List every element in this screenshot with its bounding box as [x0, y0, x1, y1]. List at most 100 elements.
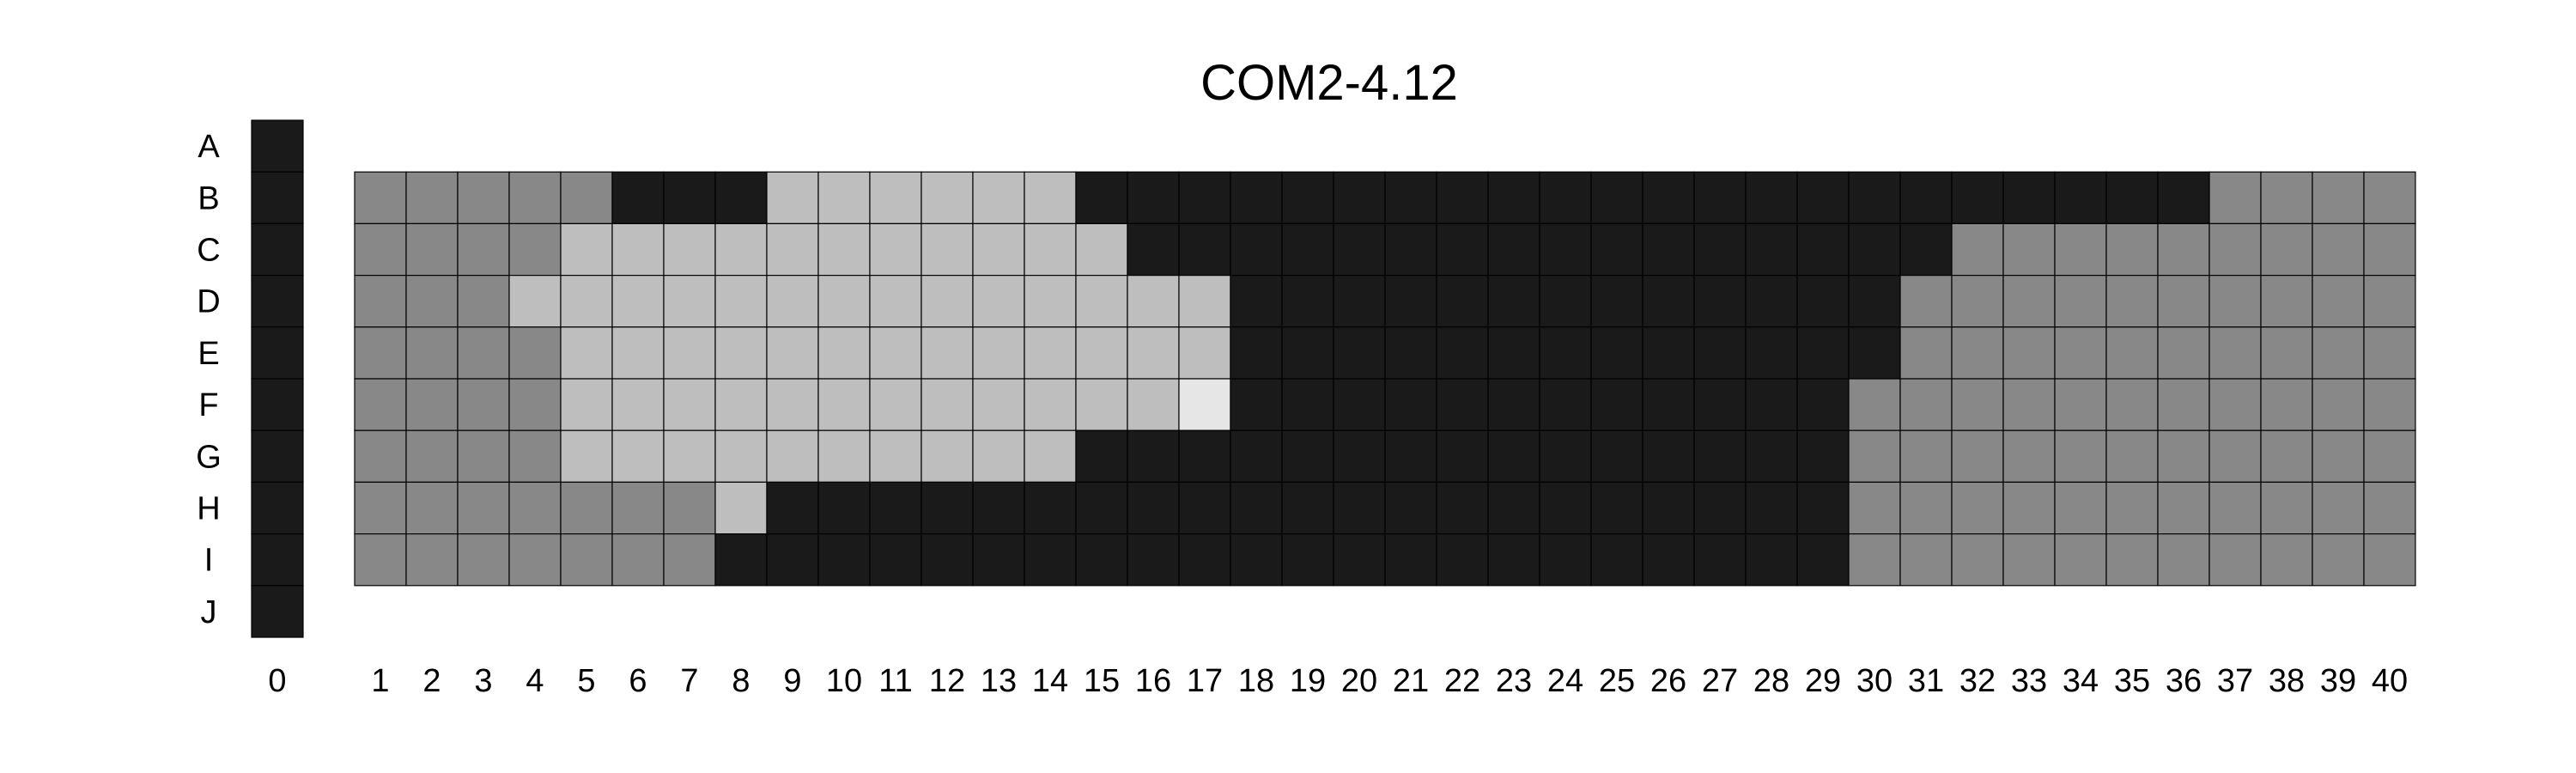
cell-c-15 — [1075, 222, 1128, 277]
cell-c-5 — [560, 222, 613, 277]
cell-i-40 — [2363, 533, 2416, 587]
cell-f-9 — [766, 378, 819, 431]
cell-h-36 — [2157, 481, 2210, 535]
cell-d-19 — [1281, 275, 1334, 328]
cell-b-15 — [1075, 171, 1128, 224]
cell-f-17 — [1178, 378, 1231, 431]
cell-d-32 — [1951, 275, 2004, 328]
cell-h-38 — [2260, 481, 2313, 535]
cell-d-17 — [1178, 275, 1231, 328]
chart-title: COM2-4.12 — [1200, 55, 1458, 111]
cell-g-35 — [2105, 429, 2159, 484]
cell-e-33 — [2002, 326, 2056, 380]
cell-b-18 — [1230, 171, 1283, 224]
cell-f-12 — [920, 378, 974, 431]
cell-f-19 — [1281, 378, 1334, 431]
cell-h-10 — [817, 481, 871, 535]
cell-f-36 — [2157, 378, 2210, 431]
cell-i-10 — [817, 533, 871, 587]
cell-d-10 — [817, 275, 871, 328]
column-label-4: 4 — [526, 663, 544, 699]
cell-e-9 — [766, 326, 819, 380]
cell-g-40 — [2363, 429, 2416, 484]
cell-e-6 — [611, 326, 665, 380]
cell-e-4 — [508, 326, 562, 380]
cell-e-32 — [1951, 326, 2004, 380]
cell-d-37 — [2208, 275, 2262, 328]
cell-d-24 — [1539, 275, 1592, 328]
cell-d-26 — [1642, 275, 1695, 328]
cell-g-10 — [817, 429, 871, 484]
cell-i-32 — [1951, 533, 2004, 587]
column-label-29: 29 — [1805, 663, 1841, 699]
cell-b-22 — [1436, 171, 1489, 224]
column-label-0: 0 — [268, 663, 286, 699]
cell-c-29 — [1796, 222, 1850, 277]
cell-i-5 — [560, 533, 613, 587]
cell-g-14 — [1024, 429, 1077, 484]
cell-h-19 — [1281, 481, 1334, 535]
cell-e-35 — [2105, 326, 2159, 380]
cell-d-9 — [766, 275, 819, 328]
row-label-a: A — [197, 129, 220, 165]
cell-c-13 — [972, 222, 1025, 277]
cell-f-35 — [2105, 378, 2159, 431]
cell-d-13 — [972, 275, 1025, 328]
cell-c-30 — [1848, 222, 1901, 277]
column-label-3: 3 — [474, 663, 492, 699]
cell-f-38 — [2260, 378, 2313, 431]
cell-d-18 — [1230, 275, 1283, 328]
cell-e-38 — [2260, 326, 2313, 380]
column-label-28: 28 — [1753, 663, 1789, 699]
cell-h-28 — [1745, 481, 1798, 535]
cell-g-12 — [920, 429, 974, 484]
cell-b-17 — [1178, 171, 1231, 224]
cell-f-25 — [1590, 378, 1643, 431]
cell-c-34 — [2054, 222, 2107, 277]
cell-c-10 — [817, 222, 871, 277]
cell-g-15 — [1075, 429, 1128, 484]
cell-d-7 — [663, 275, 716, 328]
cell-i-34 — [2054, 533, 2107, 587]
cell-h-4 — [508, 481, 562, 535]
cell-i-31 — [1899, 533, 1953, 587]
cell-i-15 — [1075, 533, 1128, 587]
plate-grid — [354, 171, 2416, 587]
row-label-g: G — [196, 439, 222, 475]
cell-b-36 — [2157, 171, 2210, 224]
cell-g-17 — [1178, 429, 1231, 484]
row-label-c: C — [197, 233, 220, 269]
cell-i-1 — [354, 533, 407, 587]
cell-f-18 — [1230, 378, 1283, 431]
cell-i-6 — [611, 533, 665, 587]
cell-d-23 — [1487, 275, 1540, 328]
cell-h-40 — [2363, 481, 2416, 535]
row-label-i: I — [204, 543, 214, 579]
cell-b-9 — [766, 171, 819, 224]
cell-g-19 — [1281, 429, 1334, 484]
cell-d-21 — [1384, 275, 1437, 328]
cell-e-34 — [2054, 326, 2107, 380]
cell-g-36 — [2157, 429, 2210, 484]
cell-d-5 — [560, 275, 613, 328]
cell-e-26 — [1642, 326, 1695, 380]
cell-e-19 — [1281, 326, 1334, 380]
row-label-d: D — [197, 284, 220, 320]
column-label-14: 14 — [1032, 663, 1068, 699]
cell-b-8 — [714, 171, 768, 224]
cell-c-21 — [1384, 222, 1437, 277]
cell-h-5 — [560, 481, 613, 535]
cell-i-30 — [1848, 533, 1901, 587]
cell-i-3 — [457, 533, 510, 587]
cell-b-16 — [1127, 171, 1180, 224]
cell-e-18 — [1230, 326, 1283, 380]
cell-e-27 — [1693, 326, 1747, 380]
cell-b-25 — [1590, 171, 1643, 224]
cell-c-1 — [354, 222, 407, 277]
cell-f-15 — [1075, 378, 1128, 431]
cell-b-40 — [2363, 171, 2416, 224]
cell-c-2 — [405, 222, 459, 277]
cell-h-13 — [972, 481, 1025, 535]
cell-i-9 — [766, 533, 819, 587]
